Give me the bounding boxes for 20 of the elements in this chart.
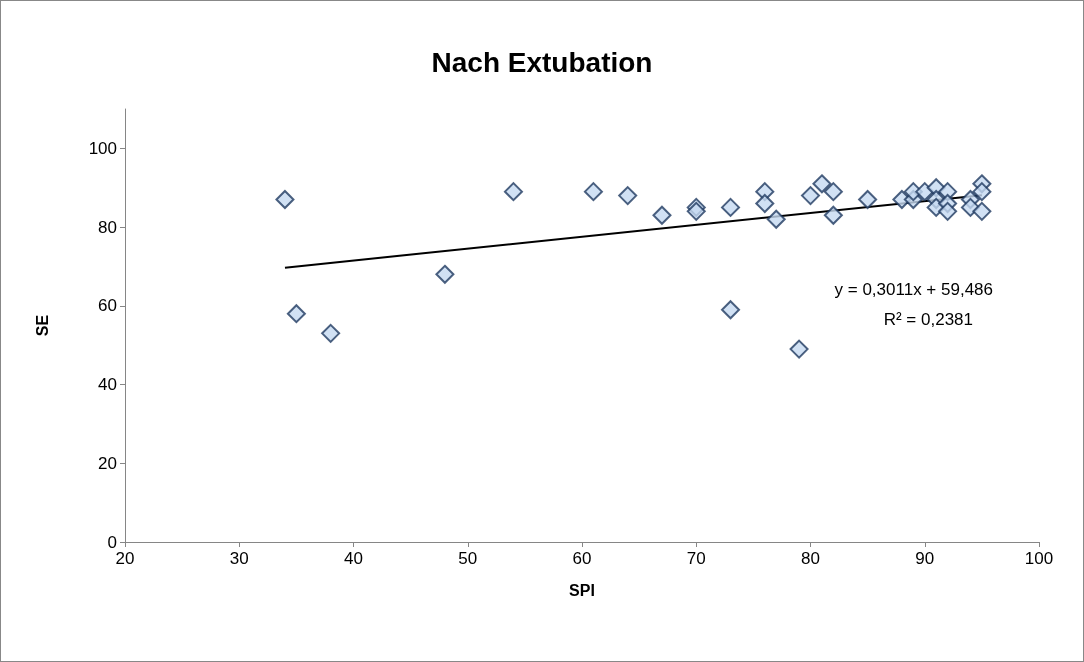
x-tick-label: 20 (115, 549, 135, 568)
y-axis-title: SE (33, 314, 51, 337)
x-tick-label: 70 (686, 549, 706, 568)
y-tick-label: 100 (88, 138, 117, 158)
x-tick-label: 60 (572, 549, 592, 568)
x-tick-label: 30 (229, 549, 249, 568)
x-axis-title: SPI (569, 581, 595, 599)
x-tick-label: 100 (1024, 549, 1054, 568)
annotation: y = 0,3011x + 59,486 (834, 280, 993, 299)
x-tick-label: 80 (801, 549, 820, 568)
chart-title: Nach Extubation (431, 46, 653, 78)
y-tick-label: 0 (107, 532, 117, 552)
y-tick-label: 20 (98, 453, 117, 473)
x-tick-label: 50 (458, 549, 478, 568)
annotation: R² = 0,2381 (883, 310, 973, 329)
x-tick-label: 40 (344, 549, 363, 568)
y-tick-label: 60 (98, 296, 117, 316)
y-tick-label: 40 (98, 375, 117, 395)
x-tick-label: 90 (915, 549, 935, 568)
y-tick-label: 80 (98, 217, 117, 237)
